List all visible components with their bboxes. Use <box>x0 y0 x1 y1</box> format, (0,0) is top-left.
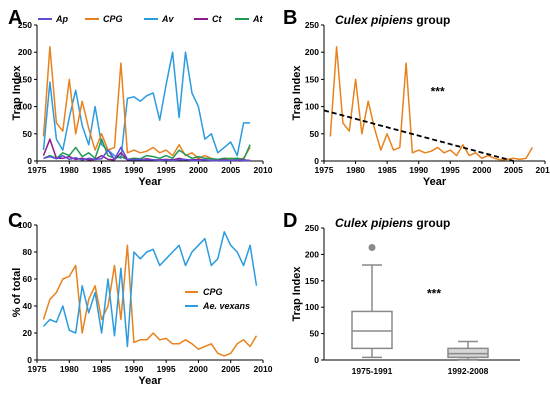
panel-a-legend-label-ap: Ap <box>55 14 68 24</box>
panel-c-xtick-label: 1980 <box>60 364 79 374</box>
panel-d-chart: 0 50 100 150 200 250 Trap Index 1975-1991 1992-2… <box>291 223 520 376</box>
panel-c-y-axis-label: % of total <box>11 268 23 318</box>
panel-d-ytick-label: 150 <box>305 276 319 286</box>
panel-a-ytick-label: 100 <box>18 102 32 112</box>
panel-c-xtick-label: 2000 <box>189 364 208 374</box>
panel-d-ytick-label: 250 <box>305 223 319 233</box>
panel-a-xtick-label: 1980 <box>60 165 79 175</box>
panel-b-xtick-label: 1990 <box>409 165 428 175</box>
panel-c-xtick-label: 1975 <box>28 364 47 374</box>
panel-b-y-axis-label: Trap Index <box>291 65 303 121</box>
panel-d-ytick-label: 200 <box>305 249 319 259</box>
panel-a-legend-label-ct: Ct <box>212 14 222 24</box>
panel-c-chart: 0 20 40 60 80 100 1975 1980 1985 1990 1995 2000 2005… <box>11 220 273 387</box>
panel-a-series-cpg <box>42 46 251 161</box>
panel-a-ytick-label: 250 <box>18 20 32 30</box>
panel-c-x-axis-label: Year <box>138 375 162 387</box>
panel-d-iqr-box <box>351 310 393 350</box>
panel-a-legend-label-at: At <box>252 14 263 24</box>
panel-a-xtick-label: 1985 <box>92 165 111 175</box>
panel-d-y-axis-label: Trap Index <box>291 266 303 322</box>
panel-a-xtick-label: 1995 <box>157 165 176 175</box>
panel-c-ytick-label: 80 <box>23 247 33 257</box>
panel-d-ytick-label: 50 <box>310 329 320 339</box>
panel-c-ytick-label: 0 <box>27 355 32 365</box>
panel-d-iqr-box <box>447 347 489 359</box>
panel-a-xtick-label: 2005 <box>221 165 240 175</box>
panel-letter-b: B <box>283 7 297 29</box>
panel-d-box-2 <box>447 340 489 361</box>
panel-b-ytick-label: 250 <box>305 20 319 30</box>
panel-d-category-label: 1975-1991 <box>352 366 393 376</box>
panel-a-series-at <box>43 138 251 161</box>
panel-letter-a: A <box>8 7 22 29</box>
panel-a-legend-label-cpg: CPG <box>103 14 123 24</box>
panel-a-series-av <box>42 51 251 160</box>
panel-c-xtick-label: 1985 <box>92 364 111 374</box>
panel-b-xtick-label: 1995 <box>441 165 460 175</box>
panel-a-xtick-label: 1975 <box>28 165 47 175</box>
panel-c-xtick-label: 1990 <box>124 364 143 374</box>
panel-d-title: Culex pipiens group <box>335 216 450 230</box>
panel-d-outlier-point <box>368 244 376 252</box>
panel-b-xtick-label: 2010 <box>536 165 550 175</box>
panel-d-box-1 <box>351 244 393 359</box>
panel-letter-c: C <box>8 210 22 232</box>
panel-c-xtick-label: 1995 <box>157 364 176 374</box>
panel-b-ytick-label: 200 <box>305 47 319 57</box>
panel-letter-d: D <box>283 210 297 232</box>
panel-a-xtick-label: 2000 <box>189 165 208 175</box>
panel-b-x-axis-label: Year <box>423 176 447 188</box>
panel-b-xtick-label: 2005 <box>504 165 523 175</box>
panel-c-xtick-label: 2010 <box>254 364 273 374</box>
panel-a-legend-label-av: Av <box>161 14 174 24</box>
panel-a-xtick-label: 1990 <box>124 165 143 175</box>
panel-c-legend-label-0: CPG <box>203 287 223 297</box>
panel-b-ytick-label: 100 <box>305 102 319 112</box>
panel-c-legend-label-1: Ae. vexans <box>202 301 250 311</box>
panel-b-chart: 0 50 100 150 200 250 1975 1980 1985 1990 1995 2000 2… <box>291 20 550 188</box>
panel-a-ytick-label: 0 <box>27 156 32 166</box>
panel-b-ytick-label: 150 <box>305 74 319 84</box>
panel-b-xtick-label: 1985 <box>378 165 397 175</box>
panel-a-xtick-label: 2010 <box>254 165 273 175</box>
panel-d-ytick-label: 0 <box>314 355 319 365</box>
panel-b-xtick-label: 1980 <box>346 165 365 175</box>
panel-a-chart: 0 50 100 150 200 250 1975 1980 1985 1990 1995 2000 2… <box>11 14 273 188</box>
panel-c-xtick-label: 2005 <box>221 364 240 374</box>
panel-b-trend-line <box>323 109 514 162</box>
panel-c-series-cpg <box>42 244 258 357</box>
panel-d-category-label: 1992-2008 <box>448 366 489 376</box>
panel-a-ytick-label: 50 <box>23 129 33 139</box>
panel-b-title: Culex pipiens group <box>335 13 450 27</box>
panel-c-ytick-label: 60 <box>23 274 33 284</box>
panel-a-ytick-label: 200 <box>18 47 32 57</box>
panel-c-ytick-label: 40 <box>23 301 33 311</box>
panel-d-significance-label: *** <box>427 287 441 301</box>
panel-c-series-ae-vexans <box>42 231 258 348</box>
panel-b-significance-label: *** <box>431 85 445 99</box>
panel-b-xtick-label: 2000 <box>472 165 491 175</box>
panel-b-series-cpg <box>329 46 534 161</box>
panel-b-xtick-label: 1975 <box>315 165 334 175</box>
panel-a-legend: Ap CPG Av Ct At <box>38 14 263 24</box>
panel-c-ytick-label: 100 <box>18 220 32 230</box>
panel-d-ytick-label: 100 <box>305 302 319 312</box>
panel-b-ytick-label: 50 <box>310 129 320 139</box>
panel-c-ytick-label: 20 <box>23 328 33 338</box>
panel-a-y-axis-label: Trap Index <box>11 65 23 121</box>
panel-a-x-axis-label: Year <box>138 176 162 188</box>
panel-a-ytick-label: 150 <box>18 74 32 84</box>
panel-a-series-ap <box>43 146 251 162</box>
panel-c-legend: CPG Ae. vexans <box>185 287 250 311</box>
panel-b-ytick-label: 0 <box>314 156 319 166</box>
